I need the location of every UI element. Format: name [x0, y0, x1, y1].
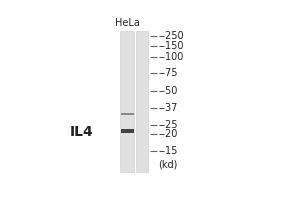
Text: (kd): (kd)	[158, 159, 178, 169]
Text: --20: --20	[158, 129, 178, 139]
Text: HeLa: HeLa	[115, 18, 140, 28]
Text: IL4: IL4	[70, 125, 94, 139]
Bar	[121, 129, 134, 133]
Text: --25: --25	[158, 120, 178, 130]
Text: --15: --15	[158, 146, 178, 156]
Bar	[121, 113, 134, 115]
Bar	[136, 31, 148, 172]
Text: --100: --100	[158, 52, 184, 62]
Text: --37: --37	[158, 103, 178, 113]
Text: --75: --75	[158, 68, 178, 78]
Text: --50: --50	[158, 86, 178, 96]
Bar	[120, 31, 134, 172]
Text: --250: --250	[158, 31, 184, 41]
Text: --150: --150	[158, 41, 184, 51]
